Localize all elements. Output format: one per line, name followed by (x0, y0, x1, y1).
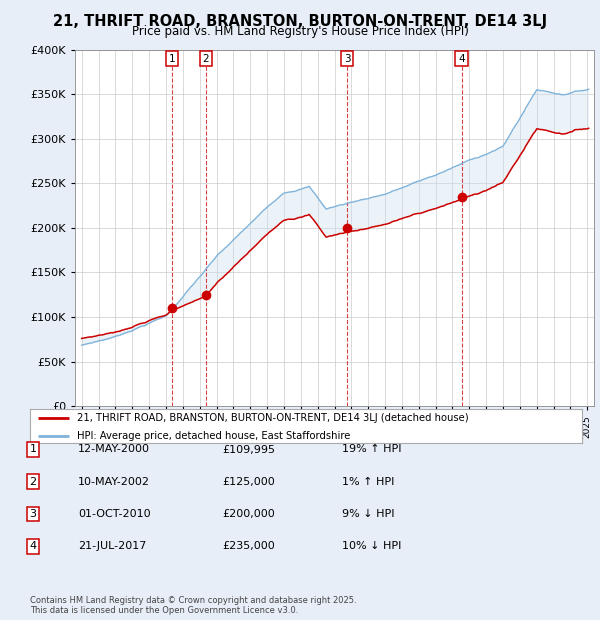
Text: 9% ↓ HPI: 9% ↓ HPI (342, 509, 395, 519)
Text: £125,000: £125,000 (222, 477, 275, 487)
Text: 1% ↑ HPI: 1% ↑ HPI (342, 477, 394, 487)
Text: 01-OCT-2010: 01-OCT-2010 (78, 509, 151, 519)
Text: 10% ↓ HPI: 10% ↓ HPI (342, 541, 401, 551)
Text: 2: 2 (29, 477, 37, 487)
Text: 3: 3 (29, 509, 37, 519)
Text: 4: 4 (29, 541, 37, 551)
Text: 21, THRIFT ROAD, BRANSTON, BURTON-ON-TRENT, DE14 3LJ (detached house): 21, THRIFT ROAD, BRANSTON, BURTON-ON-TRE… (77, 414, 469, 423)
Text: 21-JUL-2017: 21-JUL-2017 (78, 541, 146, 551)
Text: £235,000: £235,000 (222, 541, 275, 551)
Text: Price paid vs. HM Land Registry's House Price Index (HPI): Price paid vs. HM Land Registry's House … (131, 25, 469, 38)
Text: £200,000: £200,000 (222, 509, 275, 519)
Text: 10-MAY-2002: 10-MAY-2002 (78, 477, 150, 487)
Text: 3: 3 (344, 53, 350, 63)
Text: HPI: Average price, detached house, East Staffordshire: HPI: Average price, detached house, East… (77, 431, 350, 441)
Text: 1: 1 (29, 445, 37, 454)
Text: 2: 2 (202, 53, 209, 63)
Text: 12-MAY-2000: 12-MAY-2000 (78, 445, 150, 454)
Text: 4: 4 (458, 53, 465, 63)
Text: £109,995: £109,995 (222, 445, 275, 454)
Text: 19% ↑ HPI: 19% ↑ HPI (342, 445, 401, 454)
Text: Contains HM Land Registry data © Crown copyright and database right 2025.
This d: Contains HM Land Registry data © Crown c… (30, 596, 356, 615)
Text: 21, THRIFT ROAD, BRANSTON, BURTON-ON-TRENT, DE14 3LJ: 21, THRIFT ROAD, BRANSTON, BURTON-ON-TRE… (53, 14, 547, 29)
Text: 1: 1 (169, 53, 175, 63)
